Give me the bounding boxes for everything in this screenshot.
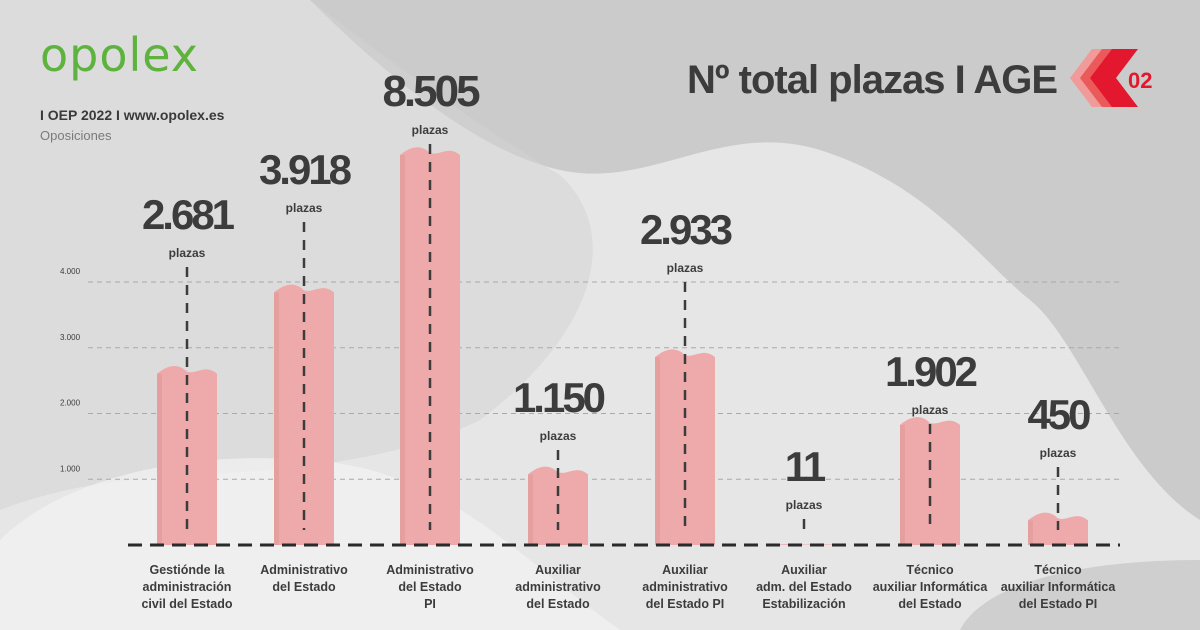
value-label: 3.918 — [259, 146, 352, 193]
category-label: Auxiliar — [662, 563, 708, 577]
bar-shade — [655, 357, 660, 545]
value-label: 8.505 — [382, 67, 480, 116]
unit-label: plazas — [286, 201, 323, 215]
category-label: del Estado — [272, 580, 336, 594]
bar-shade — [900, 424, 905, 545]
category-label: auxiliar Informática — [1001, 580, 1117, 594]
y-tick-label: 4.000 — [60, 267, 81, 276]
unit-label: plazas — [1040, 446, 1077, 460]
category-label: Técnico — [1034, 563, 1082, 577]
value-label: 2.681 — [142, 191, 235, 238]
unit-label: plazas — [786, 498, 823, 512]
bar-shade — [157, 373, 162, 545]
y-tick-label: 3.000 — [60, 333, 81, 342]
category-label: del Estado — [526, 597, 590, 611]
category-label: del Estado PI — [1019, 597, 1098, 611]
value-label: 1.150 — [513, 374, 605, 421]
category-label: adm. del Estado — [756, 580, 852, 594]
category-label: administración — [143, 580, 232, 594]
bar — [274, 284, 334, 545]
bar — [774, 544, 834, 545]
unit-label: plazas — [169, 246, 206, 260]
tagline: I OEP 2022 I www.opolex.es — [40, 107, 225, 123]
category-label: Auxiliar — [781, 563, 827, 577]
category-label: Técnico — [906, 563, 954, 577]
bar-shade — [528, 474, 533, 545]
category-label: administrativo — [515, 580, 601, 594]
bar-shade — [400, 155, 405, 545]
category-label: auxiliar Informática — [873, 580, 989, 594]
chevron-badge-icon — [1070, 49, 1138, 107]
y-tick-label: 2.000 — [60, 399, 81, 408]
category-label: Oposiciones — [40, 128, 112, 143]
category-label: Administrativo — [386, 563, 474, 577]
category-label: del Estado — [898, 597, 962, 611]
category-label: Auxiliar — [535, 563, 581, 577]
value-label: 450 — [1027, 391, 1090, 438]
y-tick-label: 1.000 — [60, 464, 81, 473]
category-label: Administrativo — [260, 563, 348, 577]
page-title: Nº total plazas I AGE — [687, 58, 1058, 102]
category-label: civil del Estado — [141, 597, 232, 611]
unit-label: plazas — [912, 403, 949, 417]
category-label: Gestiónde la — [149, 563, 225, 577]
category-label: Estabilización — [762, 597, 845, 611]
category-label: del Estado PI — [646, 597, 725, 611]
bar-shade — [1028, 520, 1033, 545]
category-label: administrativo — [642, 580, 728, 594]
bar-shade — [274, 292, 279, 545]
unit-label: plazas — [667, 261, 704, 275]
badge-number: 02 — [1128, 68, 1153, 93]
category-label: del Estado — [398, 580, 462, 594]
value-label: 11 — [785, 443, 826, 490]
value-label: 1.902 — [885, 348, 977, 395]
unit-label: plazas — [412, 123, 449, 137]
category-label: PI — [424, 597, 436, 611]
unit-label: plazas — [540, 429, 577, 443]
opolex-logo: opolex — [40, 28, 199, 82]
value-label: 2.933 — [640, 206, 732, 253]
